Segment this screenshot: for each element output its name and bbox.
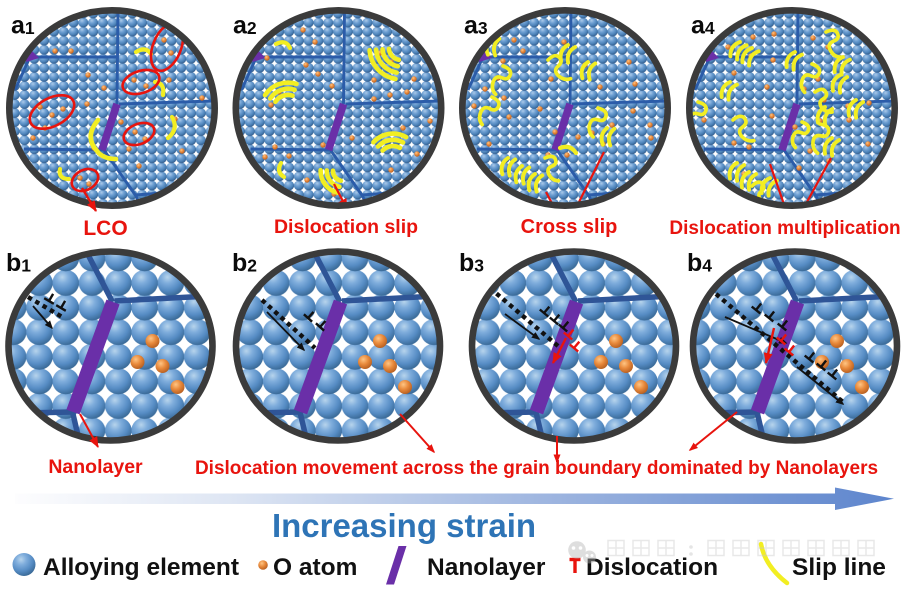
svg-text:b1: b1 [6, 249, 31, 277]
svg-text:Nanolayer: Nanolayer [48, 456, 143, 478]
svg-text:Nanolayer: Nanolayer [427, 554, 546, 581]
svg-text:Cross slip: Cross slip [521, 216, 618, 238]
svg-text:a4: a4 [691, 12, 715, 40]
svg-text:a3: a3 [464, 12, 488, 40]
svg-text:b3: b3 [459, 249, 484, 277]
svg-text:Increasing strain: Increasing strain [272, 507, 536, 544]
svg-text:Dislocation: Dislocation [586, 554, 718, 581]
svg-text:a1: a1 [11, 12, 35, 40]
svg-text:b4: b4 [687, 249, 712, 277]
svg-text:Dislocation movement across th: Dislocation movement across the grain bo… [195, 458, 878, 479]
svg-text:Dislocation slip: Dislocation slip [274, 216, 418, 238]
svg-text:Alloying element: Alloying element [43, 554, 239, 581]
svg-text:LCO: LCO [83, 217, 127, 240]
svg-text:b2: b2 [232, 249, 257, 277]
svg-text:a2: a2 [233, 12, 257, 40]
svg-text:Slip line: Slip line [792, 554, 886, 581]
svg-text:Dislocation multiplication: Dislocation multiplication [669, 218, 900, 239]
svg-text:O atom: O atom [273, 554, 357, 581]
